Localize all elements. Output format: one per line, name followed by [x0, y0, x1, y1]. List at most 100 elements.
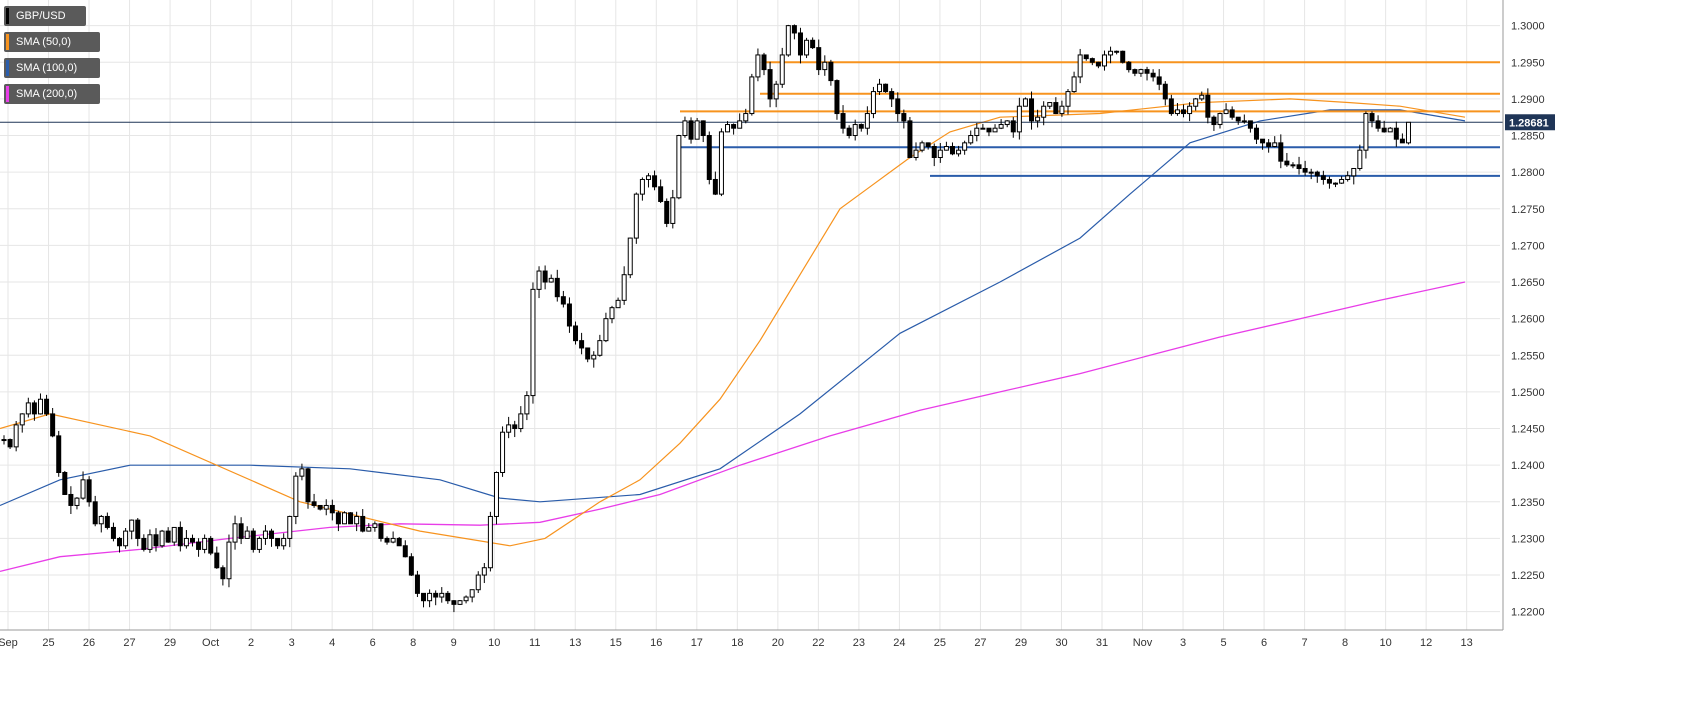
- candle-body: [402, 545, 408, 558]
- candle-body: [652, 175, 658, 188]
- x-tick-label: 12: [1420, 637, 1432, 649]
- candle-body: [1071, 76, 1077, 93]
- candle-body: [639, 178, 645, 195]
- x-tick-label: 9: [451, 637, 457, 649]
- candle-body: [962, 142, 968, 151]
- x-tick-label: 29: [1015, 637, 1027, 649]
- candle-body: [1399, 138, 1405, 144]
- candle-body: [445, 592, 451, 602]
- candle-body: [919, 142, 925, 151]
- candle-body: [998, 124, 1004, 129]
- candle-body: [68, 493, 74, 506]
- candle-body: [1393, 127, 1399, 140]
- candle-body: [530, 288, 536, 397]
- candle-body: [688, 120, 694, 140]
- candle-body: [512, 424, 518, 430]
- candle-body: [609, 307, 615, 320]
- candle-body: [202, 537, 208, 550]
- candle-body: [341, 512, 347, 525]
- candle-body: [348, 512, 354, 525]
- candle-body: [421, 592, 427, 602]
- candle-body: [858, 124, 864, 129]
- candle-body: [1308, 171, 1314, 174]
- candle-body: [269, 530, 275, 539]
- candle-body: [767, 69, 773, 100]
- candle-body: [275, 537, 281, 547]
- x-tick-label: 17: [691, 637, 703, 649]
- candle-body: [1351, 167, 1357, 177]
- x-tick-label: 16: [650, 637, 662, 649]
- candle-body: [74, 497, 80, 506]
- candle-body: [834, 80, 840, 115]
- candle-body: [870, 91, 876, 115]
- x-tick-label: Nov: [1133, 637, 1153, 649]
- legend-label-sma-50: SMA (50,0): [16, 36, 72, 48]
- candle-body: [1272, 142, 1278, 148]
- candle-body: [1047, 102, 1053, 107]
- x-tick-label: 13: [569, 637, 581, 649]
- candle-body: [256, 537, 262, 550]
- x-tick-label: 10: [488, 637, 500, 649]
- x-tick-label: 23: [853, 637, 865, 649]
- candle-body: [238, 523, 244, 539]
- candle-body: [676, 135, 682, 199]
- candle-body: [110, 526, 116, 539]
- legend-item-sma-100[interactable]: SMA (100,0): [4, 58, 100, 78]
- candle-body: [92, 501, 98, 525]
- candle-body: [1247, 120, 1253, 129]
- candle-body: [974, 127, 980, 137]
- candle-body: [360, 515, 366, 532]
- candle-body: [1108, 50, 1114, 56]
- legend-item-symbol[interactable]: GBP/USD: [4, 6, 86, 26]
- candle-body: [755, 54, 761, 78]
- candle-body: [749, 76, 755, 115]
- candle-body: [548, 277, 554, 283]
- candle-body: [177, 526, 183, 547]
- candle-body: [810, 39, 816, 49]
- x-tick-label: 20: [772, 637, 784, 649]
- candle-body: [1016, 105, 1022, 133]
- candle-body: [1357, 149, 1363, 169]
- candle-body: [1187, 105, 1193, 115]
- candle-body: [1162, 83, 1168, 100]
- y-tick-label: 1.2900: [1511, 94, 1545, 106]
- candle-body: [80, 479, 86, 499]
- candle-body: [506, 424, 512, 433]
- legend-item-sma-50[interactable]: SMA (50,0): [4, 32, 100, 52]
- candle-body: [1199, 94, 1205, 100]
- axes: 1.2200 1.2250 1.2300 1.2350 1.2400 1.2450 1.25…: [0, 0, 1555, 649]
- candle-body: [1223, 109, 1229, 115]
- candle-body: [1138, 69, 1144, 74]
- current-price-label: 1.28681: [1509, 117, 1549, 129]
- x-tick-label: 25: [42, 637, 54, 649]
- candle-body: [189, 537, 195, 543]
- y-tick-label: 1.2550: [1511, 350, 1545, 362]
- candle-body: [1156, 76, 1162, 85]
- candle-body: [1241, 120, 1247, 123]
- y-tick-label: 1.2500: [1511, 387, 1545, 399]
- candle-body: [354, 515, 360, 525]
- legend-swatch-sma-100: [6, 60, 9, 76]
- candle-body: [244, 530, 250, 539]
- candle-body: [828, 61, 834, 82]
- x-tick-label: 2: [248, 637, 254, 649]
- candle-body: [305, 468, 311, 503]
- y-tick-label: 1.2450: [1511, 424, 1545, 436]
- candle-body: [299, 468, 305, 477]
- candle-body: [311, 501, 317, 506]
- candle-body: [1266, 142, 1272, 148]
- candle-body: [329, 504, 335, 514]
- candle-body: [542, 270, 548, 283]
- x-tick-label: 18: [731, 637, 743, 649]
- candle-body: [560, 296, 566, 305]
- x-tick-label: 6: [370, 637, 376, 649]
- y-tick-label: 1.2700: [1511, 240, 1545, 252]
- candle-body: [791, 25, 797, 34]
- legend-label-symbol: GBP/USD: [16, 10, 66, 22]
- legend-item-sma-200[interactable]: SMA (200,0): [4, 84, 100, 104]
- candle-body: [481, 567, 487, 576]
- candle-body: [627, 237, 633, 276]
- candle-body: [171, 526, 177, 543]
- x-tick-label: 27: [123, 637, 135, 649]
